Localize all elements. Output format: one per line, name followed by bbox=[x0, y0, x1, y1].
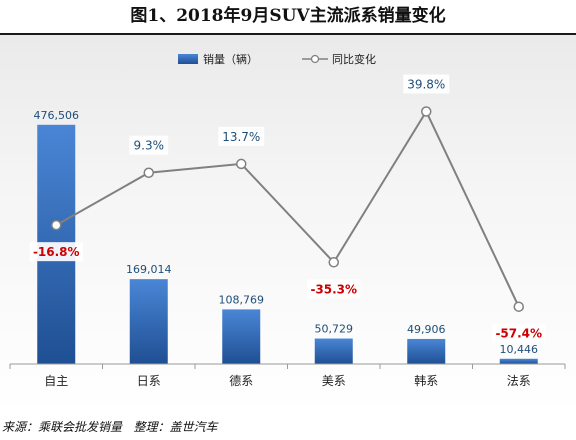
yoy-label: 9.3% bbox=[129, 135, 169, 155]
yoy-label: -16.8% bbox=[29, 242, 83, 262]
bar-5 bbox=[499, 358, 538, 364]
yoy-label-text: -35.3% bbox=[310, 282, 357, 296]
compiler-label: 整理：盖世汽车 bbox=[133, 420, 218, 434]
bar-value-label: 476,506 bbox=[34, 109, 80, 122]
yoy-point bbox=[143, 167, 154, 178]
legend: 销量（辆） 同比变化 bbox=[178, 52, 376, 66]
x-axis bbox=[9, 363, 566, 369]
yoy-label-box bbox=[29, 242, 83, 262]
category-label: 美系 bbox=[322, 374, 346, 388]
source-label: 来源：乘联会批发销量 bbox=[2, 420, 123, 434]
category-label: 法系 bbox=[507, 374, 531, 388]
category-label: 日系 bbox=[137, 374, 161, 388]
chart-title: 图1、2018年9月SUV主流派系销量变化 bbox=[130, 6, 446, 26]
yoy-label-box bbox=[218, 126, 265, 146]
legend-line-label: 同比变化 bbox=[332, 52, 376, 66]
legend-bar-swatch bbox=[178, 54, 198, 64]
category-label: 韩系 bbox=[414, 373, 438, 388]
labels-layer: 476,506 自主 169,014 日系 108,769 德系 50,729 美系 49,90… bbox=[29, 74, 546, 388]
yoy-label: -35.3% bbox=[307, 279, 361, 299]
sales-chart: 476,506 自主 169,014 日系 108,769 德系 50,729 美系 49,90… bbox=[9, 52, 566, 388]
bar-value-label: 50,729 bbox=[315, 323, 354, 336]
yoy-label-text: 39.8% bbox=[407, 77, 445, 91]
yoy-label-text: -16.8% bbox=[33, 245, 80, 259]
yoy-point bbox=[328, 257, 339, 268]
yoy-label-text: 13.7% bbox=[222, 130, 260, 144]
yoy-label-text: 9.3% bbox=[134, 139, 165, 153]
yoy-point bbox=[51, 219, 62, 231]
bar-4 bbox=[407, 338, 446, 364]
yoy-label: 13.7% bbox=[218, 126, 265, 146]
yoy-label-box bbox=[307, 279, 361, 299]
yoy-label: 39.8% bbox=[403, 74, 450, 94]
bar-1 bbox=[129, 279, 168, 364]
legend-bar-label: 销量（辆） bbox=[203, 52, 258, 66]
yoy-label-box bbox=[492, 323, 546, 343]
yoy-line-layer bbox=[51, 106, 524, 312]
bar-value-label: 10,446 bbox=[500, 343, 539, 356]
yoy-label: -57.4% bbox=[492, 323, 546, 343]
bar-value-label: 49,906 bbox=[407, 323, 446, 336]
source-note: 来源：乘联会批发销量 整理：盖世汽车 bbox=[2, 418, 574, 438]
yoy-label-box bbox=[129, 135, 169, 155]
bar-2 bbox=[222, 309, 261, 364]
yoy-label-text: -57.4% bbox=[495, 327, 542, 341]
bar-value-label: 169,014 bbox=[126, 263, 172, 276]
bar-3 bbox=[314, 338, 353, 364]
title-divider bbox=[0, 33, 576, 35]
yoy-point bbox=[421, 106, 432, 117]
yoy-point bbox=[513, 301, 524, 312]
yoy-line bbox=[55, 109, 520, 308]
yoy-point bbox=[236, 158, 247, 170]
bars-layer bbox=[37, 124, 538, 364]
category-label: 德系 bbox=[229, 373, 253, 388]
bar-value-label: 108,769 bbox=[219, 293, 265, 306]
legend-line-marker bbox=[310, 54, 320, 64]
category-label: 自主 bbox=[44, 374, 68, 388]
yoy-label-box bbox=[403, 74, 450, 94]
